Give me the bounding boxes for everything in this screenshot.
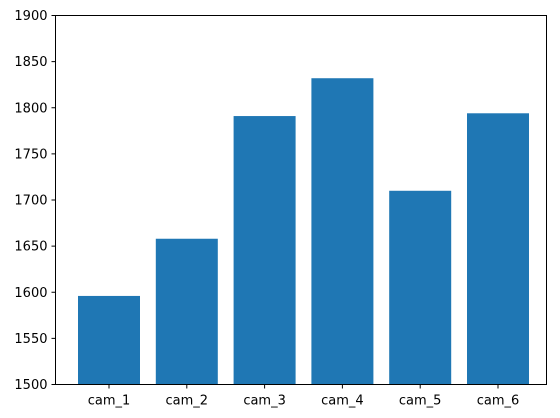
bar-cam_5 (389, 190, 452, 385)
x-tick-label: cam_4 (321, 394, 364, 409)
bar-cam_1 (78, 295, 140, 385)
y-tick-label: 1750 (14, 147, 47, 162)
y-tick-label: 1650 (14, 240, 47, 255)
bar-cam_2 (155, 238, 218, 385)
bar-cam_3 (233, 116, 296, 385)
x-tick-label: cam_2 (166, 394, 209, 409)
y-tick-label: 1500 (14, 378, 47, 393)
x-tick-label: cam_5 (399, 394, 442, 409)
y-tick-label: 1850 (14, 55, 47, 70)
y-axis: 1500 1550 1600 1650 1700 1750 1800 1850 1900 (14, 9, 56, 393)
x-tick-label: cam_3 (243, 394, 286, 409)
bar-cam_6 (467, 113, 529, 385)
y-tick-label: 1600 (14, 286, 47, 301)
x-tick-label: cam_6 (477, 394, 520, 409)
x-tick-label: cam_1 (88, 394, 131, 409)
y-tick-label: 1800 (14, 101, 47, 116)
bars-group (78, 78, 529, 385)
y-tick-label: 1700 (14, 194, 47, 209)
bar-cam_4 (311, 78, 374, 385)
y-tick-label: 1900 (14, 9, 47, 24)
x-axis: cam_1 cam_2 cam_3 cam_4 cam_5 cam_6 (88, 384, 520, 409)
y-tick-label: 1550 (14, 332, 47, 347)
